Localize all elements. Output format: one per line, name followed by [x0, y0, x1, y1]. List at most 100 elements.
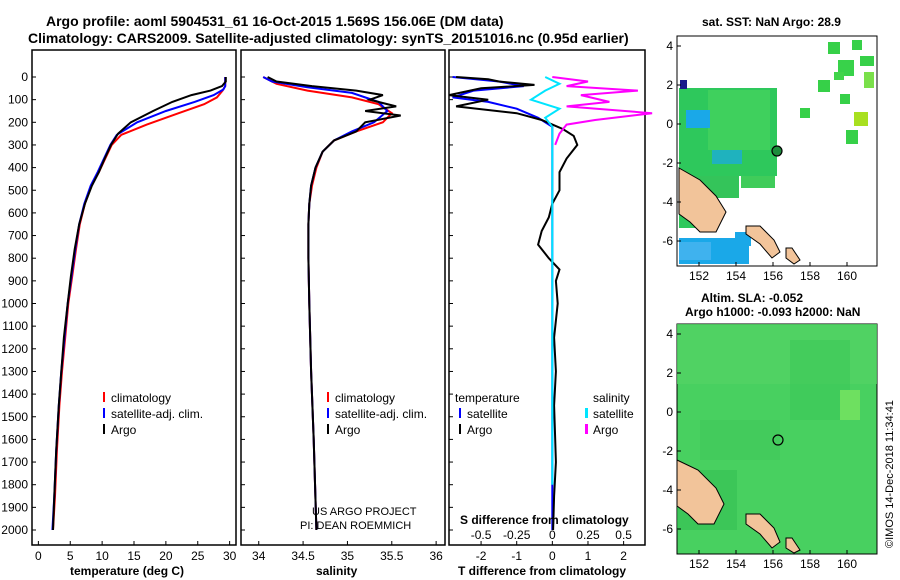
diff-legend-t-argo: Argo: [467, 423, 493, 437]
map-y-tick-label: 2: [666, 366, 673, 380]
x-tick-label: -2: [476, 549, 487, 563]
x-tick-label: -1: [511, 549, 522, 563]
t-difference-axis-label: T difference from climatology: [458, 564, 626, 578]
depth-tick-label: 1800: [1, 478, 28, 492]
depth-tick-label: 700: [8, 229, 28, 243]
map-y-tick-label: 2: [666, 78, 673, 92]
profile-line-climatology: [262, 76, 394, 531]
depth-tick-label: 800: [8, 251, 28, 265]
x-tick-label: 0: [549, 549, 556, 563]
depth-tick-label: 600: [8, 206, 28, 220]
x-tick-label: 20: [159, 549, 173, 563]
s-diff-tick-label: 0.25: [576, 528, 600, 542]
diff-legend-s-satellite: satellite: [593, 407, 634, 421]
map-y-tick-label: 0: [666, 117, 673, 131]
salinity-panel-frame: [240, 49, 446, 546]
profile-line-t-argo: [448, 76, 579, 531]
figure-title-line2: Climatology: CARS2009. Satellite-adjuste…: [28, 30, 629, 46]
s-diff-tick-label: 0: [549, 528, 556, 542]
map-y-tick-label: -6: [662, 522, 673, 536]
map-y-tick-label: -6: [662, 234, 673, 248]
sal-legend-swatch-climatology: [327, 392, 329, 402]
depth-tick-label: 100: [8, 93, 28, 107]
map-x-tick-label: 158: [800, 269, 820, 283]
legend-swatch-climatology: [103, 392, 105, 402]
map-x-tick-label: 156: [763, 269, 783, 283]
depth-tick-label: 900: [8, 274, 28, 288]
diff-legend-salinity-title: salinity: [593, 391, 630, 405]
depth-tick-label: 300: [8, 138, 28, 152]
diff-legend-temperature-title: temperature: [455, 391, 520, 405]
depth-tick-label: 200: [8, 115, 28, 129]
map-y-tick-label: -4: [662, 483, 673, 497]
sal-legend-argo: Argo: [335, 423, 361, 437]
x-tick-label: 25: [191, 549, 205, 563]
diff-legend-swatch-s-argo: [585, 424, 588, 434]
map-y-tick-label: -2: [662, 444, 673, 458]
profile-line-climatology: [52, 77, 227, 531]
depth-tick-label: 1900: [1, 500, 28, 514]
sla-map: [676, 323, 878, 555]
legend-swatch-satellite: [103, 408, 105, 418]
x-tick-label: 15: [127, 549, 141, 563]
legend-climatology: climatology: [111, 391, 171, 405]
depth-tick-label: 400: [8, 161, 28, 175]
legend-swatch-argo: [103, 424, 105, 434]
sal-legend-swatch-argo: [327, 424, 329, 434]
legend-argo: Argo: [111, 423, 137, 437]
x-tick-label: 36: [429, 549, 443, 563]
map-x-tick-label: 160: [837, 557, 857, 571]
map-x-tick-label: 154: [726, 269, 746, 283]
depth-tick-label: 1300: [1, 364, 28, 378]
salinity-axis-label: salinity: [316, 564, 358, 578]
axis-ticks: 0100200300400500600700800900100011001200…: [1, 70, 632, 563]
map-x-tick-label: 158: [800, 557, 820, 571]
s-diff-tick-label: -0.5: [471, 528, 492, 542]
depth-tick-label: 0: [21, 70, 28, 84]
profile-line-t-satellite: [452, 76, 554, 530]
x-tick-label: 10: [95, 549, 109, 563]
sal-legend-swatch-satellite: [327, 408, 329, 418]
sal-legend-climatology: climatology: [335, 391, 395, 405]
diff-legend-swatch-s-satellite: [585, 408, 588, 418]
s-difference-axis-label: S difference from climatology: [460, 513, 629, 527]
x-tick-label: 1: [585, 549, 592, 563]
imos-watermark: ©IMOS 14-Dec-2018 11:34:41: [884, 400, 896, 548]
depth-tick-label: 1600: [1, 432, 28, 446]
map-y-tick-label: 4: [666, 327, 673, 341]
sst-map-ticks: 152 154 156 158 160 4 2 0 -2 -4 -6: [662, 39, 857, 283]
map-x-tick-label: 156: [763, 557, 783, 571]
credit-line1: US ARGO PROJECT: [312, 506, 417, 518]
depth-tick-label: 1500: [1, 410, 28, 424]
profile-line-satellite-adj-clim-: [51, 77, 227, 531]
depth-tick-label: 2000: [1, 523, 28, 537]
depth-tick-label: 1000: [1, 297, 28, 311]
x-tick-label: 35.5: [380, 549, 404, 563]
s-diff-tick-label: 0.5: [615, 528, 632, 542]
map-y-tick-label: 4: [666, 39, 673, 53]
depth-tick-label: 1400: [1, 387, 28, 401]
figure-title-line1: Argo profile: aoml 5904531_61 16-Oct-201…: [46, 13, 504, 29]
map-y-tick-label: -4: [662, 195, 673, 209]
x-tick-label: 30: [223, 549, 237, 563]
sst-map-title: sat. SST: NaN Argo: 28.9: [702, 15, 841, 29]
sst-map: [676, 35, 878, 267]
x-tick-label: 35: [341, 549, 355, 563]
map-y-tick-label: 0: [666, 405, 673, 419]
x-tick-label: 0: [35, 549, 42, 563]
profile-lines: [51, 76, 653, 531]
map-x-tick-label: 160: [837, 269, 857, 283]
temperature-axis-label: temperature (deg C): [70, 564, 184, 578]
map-y-tick-label: -2: [662, 156, 673, 170]
diff-legend-swatch-t-satellite: [459, 408, 461, 418]
diff-legend-s-argo: Argo: [593, 423, 619, 437]
diff-legend-swatch-t-argo: [459, 424, 461, 434]
depth-tick-label: 1100: [2, 319, 28, 333]
map-x-tick-label: 152: [689, 557, 709, 571]
map-x-tick-label: 152: [689, 269, 709, 283]
sal-legend-satellite-adj: satellite-adj. clim.: [335, 407, 427, 421]
profile-line-satellite-adj-clim-: [262, 76, 389, 531]
x-tick-label: 5: [67, 549, 74, 563]
profile-line-s-satellite: [528, 76, 562, 485]
depth-tick-label: 500: [8, 183, 28, 197]
